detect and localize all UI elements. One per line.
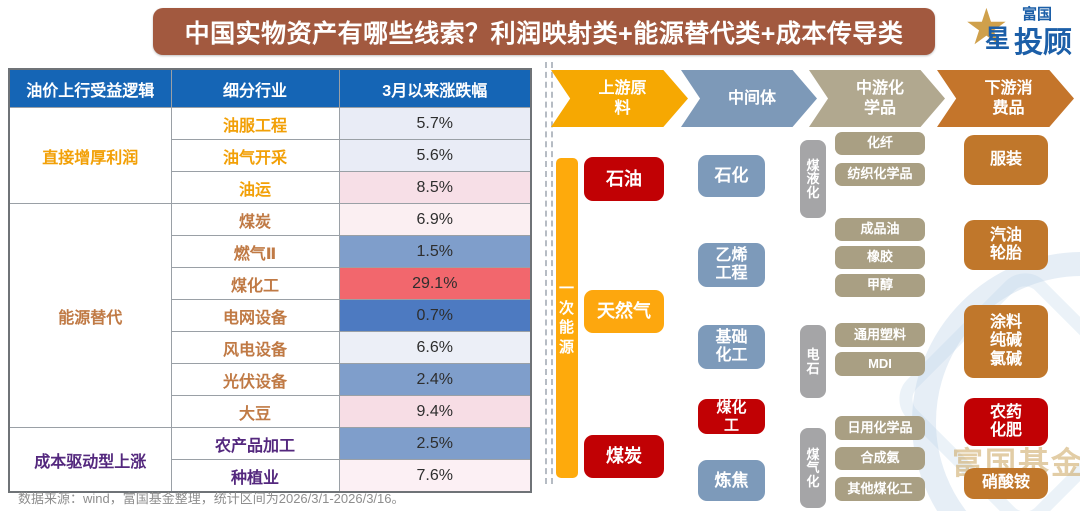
benefit-table: 油价上行受益逻辑 细分行业 3月以来涨跌幅 直接增厚利润 油服工程 5.7% 油气开采… <box>8 68 532 493</box>
industry-cell: 煤化工 <box>170 267 340 300</box>
change-cell: 5.7% <box>338 107 532 140</box>
industry-cell: 油运 <box>170 171 340 204</box>
node-chemicals-7: MDI <box>835 352 925 376</box>
table-row: 油运 8.5% <box>9 171 532 204</box>
change-cell: 2.4% <box>338 363 532 396</box>
node-chemicals-6: 通用塑料 <box>835 323 925 347</box>
node-consumer-4: 农药 化肥 <box>964 398 1048 446</box>
table-body: 直接增厚利润 油服工程 5.7% 油气开采 5.6% 油运 8.5% 能源替代 煤炭 6.9% 燃气… <box>8 107 532 493</box>
industry-cell: 油服工程 <box>170 107 340 140</box>
stage-upstream-materials: 上游原 料 <box>551 70 688 127</box>
node-consumer-5: 硝酸铵 <box>964 468 1048 499</box>
change-cell: 5.6% <box>338 139 532 172</box>
table-header-row: 油价上行受益逻辑 细分行业 3月以来涨跌幅 <box>8 68 532 108</box>
table-row: 能源替代 煤炭 6.9% <box>8 203 532 428</box>
industry-cell: 煤炭 <box>170 203 340 236</box>
stage-intermediates: 中间体 <box>681 70 817 127</box>
node-consumer-3: 涂料 纯碱 氯碱 <box>964 305 1048 378</box>
industry-cell: 种植业 <box>170 459 340 493</box>
table-row: 成本驱动型上涨 农产品加工 2.5% <box>8 427 532 493</box>
node-source-2: 天然气 <box>584 290 664 333</box>
node-consumer-1: 服装 <box>964 135 1048 185</box>
industry-cell: 光伏设备 <box>170 363 340 396</box>
table-header: 油价上行受益逻辑 细分行业 3月以来涨跌幅 <box>8 68 532 108</box>
page-title: 中国实物资产有哪些线索？利润映射类+能源替代类+成本传导类 <box>153 8 935 55</box>
industry-cell: 电网设备 <box>170 299 340 332</box>
logo-product-name: 投顾 <box>1014 27 1073 59</box>
node-chemicals-4: 橡胶 <box>835 246 925 269</box>
node-intermediate-4: 煤化 工 <box>698 399 765 434</box>
star-icon: ★ <box>964 0 1009 55</box>
table-row: 煤化工 29.1% <box>9 267 532 300</box>
node-chemicals-3: 成品油 <box>835 218 925 241</box>
table-row: 直接增厚利润 油服工程 5.7% <box>8 107 532 204</box>
benefit-table-wrapper: 油价上行受益逻辑 细分行业 3月以来涨跌幅 直接增厚利润 油服工程 5.7% 油气开采… <box>8 68 532 493</box>
node-source-3: 煤炭 <box>584 435 664 478</box>
node-chemicals-2: 纺织化学品 <box>835 163 925 186</box>
stage-midstream-chemicals: 中游化 学品 <box>809 70 945 127</box>
node-chemicals-8: 日用化学品 <box>835 416 925 440</box>
table-row: 种植业 7.6% <box>9 459 532 493</box>
change-cell: 6.9% <box>338 203 532 236</box>
node-chemicals-10: 其他煤化工 <box>835 477 925 501</box>
brand-logo: ★ 星 富国 投顾 <box>964 0 1076 60</box>
node-consumer-2: 汽油 轮胎 <box>964 220 1048 270</box>
stage-downstream-consumer: 下游消 费品 <box>937 70 1074 127</box>
node-source-1: 石油 <box>584 157 664 201</box>
change-cell: 29.1% <box>338 267 532 300</box>
node-chemicals-1: 化纤 <box>835 132 925 155</box>
industry-cell: 农产品加工 <box>170 427 340 460</box>
node-process-2: 电 石 <box>800 325 826 398</box>
table-row: 油气开采 5.6% <box>9 139 532 172</box>
node-chemicals-5: 甲醇 <box>835 274 925 297</box>
industry-cell: 大豆 <box>170 395 340 428</box>
group-label-cell: 直接增厚利润 <box>8 107 172 204</box>
section-divider-line-1 <box>545 62 547 484</box>
table-row: 光伏设备 2.4% <box>9 363 532 396</box>
logo-xing-char: 星 <box>985 25 1011 53</box>
table-row: 风电设备 6.6% <box>9 331 532 364</box>
node-process-1: 煤 液 化 <box>800 140 826 218</box>
logo-brand-name: 富国 <box>1022 6 1053 23</box>
change-cell: 0.7% <box>338 299 532 332</box>
section-divider-line-2 <box>551 62 553 484</box>
table-row: 电网设备 0.7% <box>9 299 532 332</box>
data-source-note: 数据来源：wind，富国基金整理，统计区间为2026/3/1-2026/3/16… <box>18 491 405 506</box>
industry-cell: 风电设备 <box>170 331 340 364</box>
node-intermediate-1: 石化 <box>698 155 765 197</box>
node-process-3: 煤 气 化 <box>800 428 826 508</box>
change-cell: 2.5% <box>338 427 532 460</box>
col-header-change: 3月以来涨跌幅 <box>338 68 532 108</box>
primary-energy-bar: 一 次 能 源 <box>556 158 578 478</box>
col-header-industry: 细分行业 <box>170 68 340 108</box>
industry-cell: 油气开采 <box>170 139 340 172</box>
change-cell: 7.6% <box>338 459 532 493</box>
group-label-cell: 成本驱动型上涨 <box>8 427 172 493</box>
node-intermediate-2: 乙烯 工程 <box>698 243 765 287</box>
table-row: 大豆 9.4% <box>9 395 532 428</box>
node-chemicals-9: 合成氨 <box>835 447 925 470</box>
change-cell: 6.6% <box>338 331 532 364</box>
group-label-cell: 能源替代 <box>8 203 172 428</box>
change-cell: 9.4% <box>338 395 532 428</box>
node-intermediate-3: 基础 化工 <box>698 325 765 369</box>
node-intermediate-5: 炼焦 <box>698 460 765 501</box>
